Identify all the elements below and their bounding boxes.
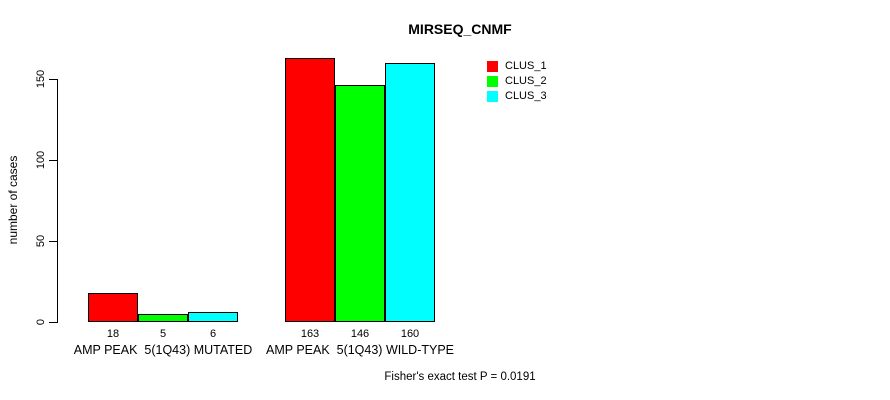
group-label: AMP PEAK 5(1Q43) MUTATED xyxy=(73,343,253,357)
bar-CLUS_1-group1 xyxy=(88,293,138,322)
y-axis-tick xyxy=(49,322,57,323)
legend-swatch-icon xyxy=(487,76,498,87)
legend-item-CLUS_3: CLUS_3 xyxy=(487,91,547,102)
chart-title: MIRSEQ_CNMF xyxy=(408,21,512,37)
y-axis-tick xyxy=(49,160,57,161)
y-axis-tick-label: 150 xyxy=(35,69,47,89)
legend-item-CLUS_2: CLUS_2 xyxy=(487,76,547,87)
y-axis-tick xyxy=(49,241,57,242)
legend-label: CLUS_1 xyxy=(505,60,547,72)
bar-CLUS_3-group1 xyxy=(188,312,238,322)
y-axis-title: number of cases xyxy=(6,155,20,245)
annotation-text: Fisher's exact test P = 0.0191 xyxy=(384,371,536,383)
legend-label: CLUS_2 xyxy=(505,75,547,87)
y-axis-tick xyxy=(49,79,57,80)
legend-swatch-icon xyxy=(487,61,498,72)
bar-value-label: 6 xyxy=(209,328,217,340)
legend-label: CLUS_3 xyxy=(505,90,547,102)
legend-item-CLUS_1: CLUS_1 xyxy=(487,61,547,72)
y-axis-tick-label: 50 xyxy=(35,234,47,248)
bar-value-label: 146 xyxy=(350,328,370,340)
bar-CLUS_1-group2 xyxy=(285,58,335,322)
y-axis-tick-label: 0 xyxy=(35,318,47,326)
legend: CLUS_1 CLUS_2 CLUS_3 xyxy=(487,61,547,102)
bar-value-label: 160 xyxy=(400,328,420,340)
bar-value-label: 18 xyxy=(106,328,120,340)
y-axis-tick-label: 100 xyxy=(35,150,47,170)
bar-value-label: 163 xyxy=(300,328,320,340)
bar-value-label: 5 xyxy=(159,328,167,340)
bar-CLUS_2-group1 xyxy=(138,314,188,322)
y-axis-line xyxy=(57,79,58,323)
group-label: AMP PEAK 5(1Q43) WILD-TYPE xyxy=(265,343,455,357)
bar-CLUS_2-group2 xyxy=(335,85,385,322)
bar-CLUS_3-group2 xyxy=(385,63,435,322)
legend-swatch-icon xyxy=(487,91,498,102)
